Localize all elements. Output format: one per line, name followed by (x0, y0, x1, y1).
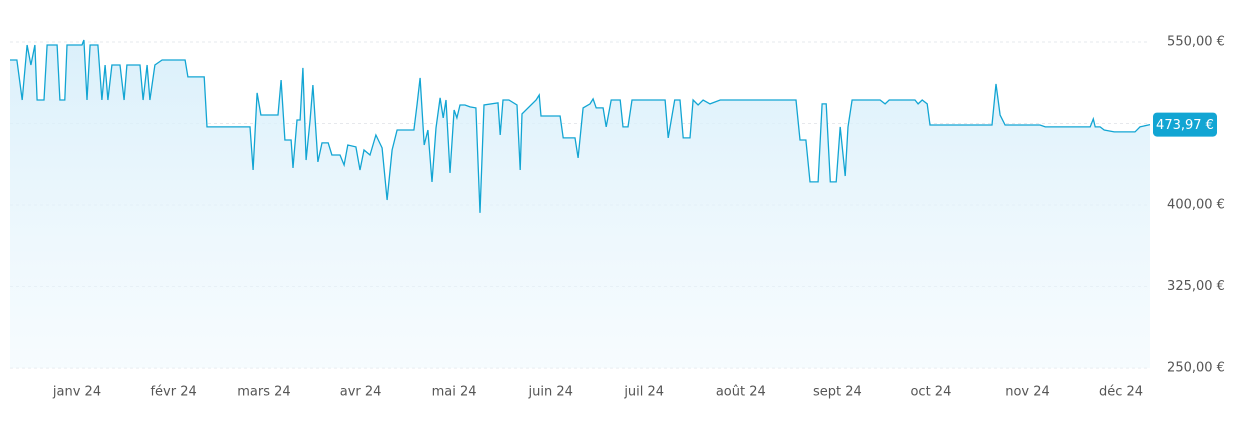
x-tick-label: mars 24 (237, 385, 290, 400)
x-tick-label: juin 24 (528, 385, 573, 400)
x-tick-label: mai 24 (432, 385, 477, 400)
current-price-label: 473,97 € (1156, 118, 1214, 133)
area (10, 40, 1150, 368)
x-tick-label: sept 24 (813, 385, 862, 400)
x-tick-label: juil 24 (623, 385, 664, 400)
current-price-badge (1153, 112, 1217, 137)
price-line (10, 39, 1151, 213)
y-tick-label: 400,00 € (1167, 197, 1225, 212)
x-tick-label: nov 24 (1005, 385, 1050, 400)
x-tick-label: janv 24 (52, 385, 101, 400)
x-tick-label: déc 24 (1099, 385, 1143, 400)
x-tick-label: août 24 (716, 385, 766, 400)
x-tick-label: oct 24 (910, 385, 951, 400)
y-tick-label: 550,00 € (1167, 34, 1225, 49)
x-tick-label: févr 24 (150, 385, 196, 400)
y-tick-label: 250,00 € (1167, 361, 1225, 376)
x-tick-label: avr 24 (340, 385, 382, 400)
y-tick-label: 325,00 € (1167, 279, 1225, 294)
